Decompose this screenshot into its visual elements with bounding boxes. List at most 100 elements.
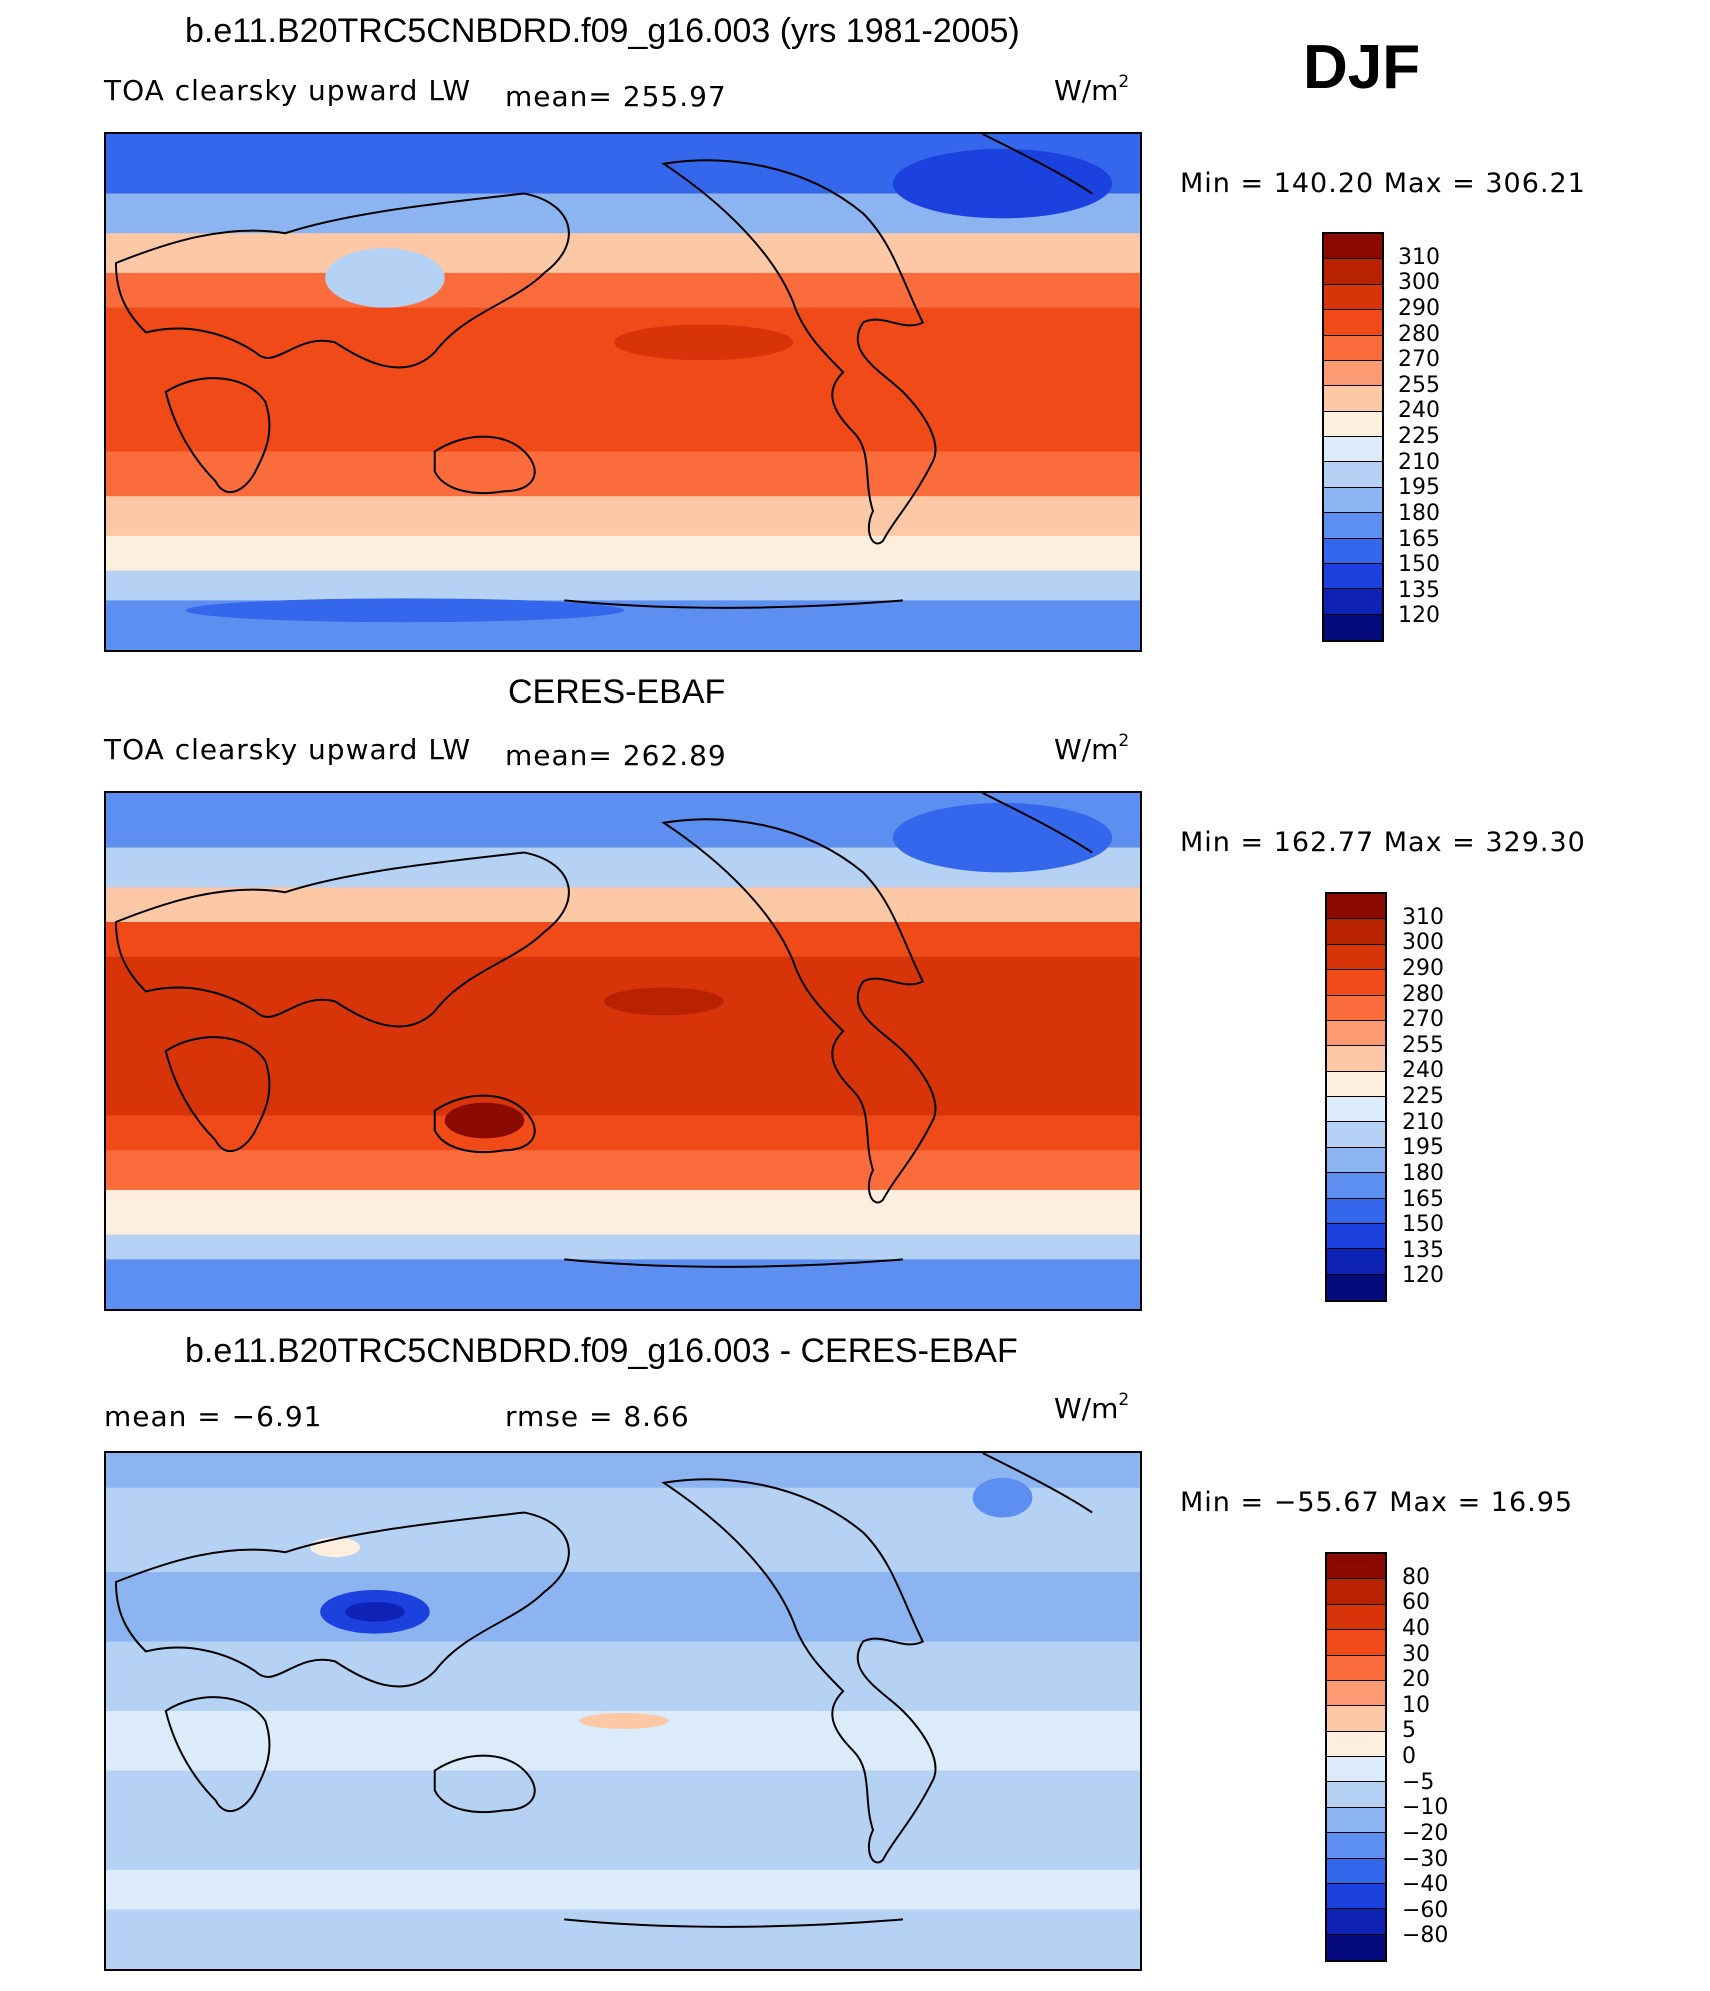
colorbar-swatch xyxy=(1327,995,1385,1021)
colorbar-swatch xyxy=(1324,234,1382,260)
colorbar-tick-label: 210 xyxy=(1402,1109,1444,1135)
colorbar-tick-label: 310 xyxy=(1398,244,1440,270)
colorbar-tick-label: 270 xyxy=(1402,1007,1444,1033)
colorbar-swatch xyxy=(1327,1757,1385,1783)
colorbar-swatch xyxy=(1327,1122,1385,1148)
colorbar-tick-label: −20 xyxy=(1402,1820,1449,1846)
colorbar-swatch xyxy=(1327,1579,1385,1605)
panel-3-colorbar xyxy=(1325,1552,1387,1962)
colorbar-swatch xyxy=(1327,1858,1385,1884)
colorbar-tick-label: 195 xyxy=(1398,475,1440,501)
colorbar-swatch xyxy=(1327,1706,1385,1732)
colorbar-tick-label: 240 xyxy=(1398,398,1440,424)
colorbar-swatch xyxy=(1324,284,1382,311)
colorbar-tick-label: 280 xyxy=(1402,981,1444,1007)
colorbar-tick-label: 80 xyxy=(1402,1564,1430,1590)
colorbar-tick-label: 300 xyxy=(1402,930,1444,956)
colorbar-tick-label: 240 xyxy=(1402,1058,1444,1084)
colorbar-tick-label: 120 xyxy=(1398,603,1440,629)
colorbar-swatch xyxy=(1327,1630,1385,1656)
season-label: DJF xyxy=(1303,33,1421,102)
panel-2-units: W/m2 xyxy=(1054,731,1130,766)
colorbar-tick-label: 290 xyxy=(1398,295,1440,321)
colorbar-swatch xyxy=(1324,563,1382,590)
colorbar-swatch xyxy=(1327,1782,1385,1808)
colorbar-swatch xyxy=(1324,513,1382,539)
panel-1-units: W/m2 xyxy=(1054,72,1130,107)
colorbar-tick-label: 150 xyxy=(1398,552,1440,578)
colorbar-tick-label: 225 xyxy=(1402,1084,1444,1109)
colorbar-swatch xyxy=(1324,589,1382,615)
panel-1-variable-label: TOA clearsky upward LW xyxy=(104,74,472,107)
panel-3-title: b.e11.B20TRC5CNBDRD.f09_g16.003 - CERES-… xyxy=(185,1332,1018,1370)
colorbar-tick-label: 30 xyxy=(1402,1641,1430,1667)
colorbar-tick-label: 165 xyxy=(1398,526,1440,552)
colorbar-swatch xyxy=(1327,970,1385,996)
colorbar-swatch xyxy=(1327,1046,1385,1072)
panel-2-colorbar xyxy=(1325,892,1387,1302)
colorbar-swatch xyxy=(1327,1680,1385,1707)
colorbar-tick-label: −60 xyxy=(1402,1897,1449,1923)
panel-3-minmax: Min = −55.67 Max = 16.95 xyxy=(1180,1487,1574,1518)
colorbar-swatch xyxy=(1327,1731,1385,1757)
colorbar-swatch xyxy=(1327,1097,1385,1123)
colorbar-swatch xyxy=(1324,335,1382,361)
colorbar-swatch xyxy=(1327,1198,1385,1224)
colorbar-tick-label: 180 xyxy=(1398,500,1440,526)
panel-1-minmax: Min = 140.20 Max = 306.21 xyxy=(1180,168,1586,199)
colorbar-swatch xyxy=(1324,538,1382,564)
colorbar-tick-label: 10 xyxy=(1402,1692,1430,1718)
colorbar-swatch xyxy=(1327,1807,1385,1834)
panel-2-title: CERES-EBAF xyxy=(508,673,726,711)
colorbar-tick-label: 0 xyxy=(1402,1744,1416,1769)
colorbar-tick-label: −80 xyxy=(1402,1923,1449,1949)
colorbar-swatch xyxy=(1327,1249,1385,1275)
panel-3-rmse-label: rmse = 8.66 xyxy=(505,1400,690,1433)
colorbar-swatch xyxy=(1327,1833,1385,1859)
colorbar-tick-label: 120 xyxy=(1402,1263,1444,1289)
panel-2-minmax: Min = 162.77 Max = 329.30 xyxy=(1180,827,1586,858)
colorbar-tick-label: 135 xyxy=(1402,1237,1444,1263)
colorbar-swatch xyxy=(1324,360,1382,387)
colorbar-tick-label: −30 xyxy=(1402,1846,1449,1872)
colorbar-swatch xyxy=(1327,1071,1385,1097)
colorbar-swatch xyxy=(1327,1604,1385,1631)
colorbar-tick-label: 225 xyxy=(1398,424,1440,449)
colorbar-tick-label: 150 xyxy=(1402,1212,1444,1238)
colorbar-tick-label: −40 xyxy=(1402,1872,1449,1898)
colorbar-swatch xyxy=(1327,1934,1385,1960)
panel-1-mean-label: mean= 255.97 xyxy=(505,80,727,113)
colorbar-swatch xyxy=(1324,487,1382,514)
colorbar-swatch xyxy=(1327,1909,1385,1935)
colorbar-swatch xyxy=(1327,1274,1385,1300)
colorbar-swatch xyxy=(1327,1147,1385,1174)
panel-3-map xyxy=(104,1451,1142,1971)
colorbar-swatch xyxy=(1327,1223,1385,1250)
panel-2-variable-label: TOA clearsky upward LW xyxy=(104,733,472,766)
colorbar-tick-label: 255 xyxy=(1402,1032,1444,1058)
colorbar-tick-label: 40 xyxy=(1402,1615,1430,1641)
colorbar-tick-label: 180 xyxy=(1402,1160,1444,1186)
colorbar-tick-label: −10 xyxy=(1402,1795,1449,1821)
panel-2-map xyxy=(104,791,1142,1311)
colorbar-tick-label: 5 xyxy=(1402,1718,1416,1744)
colorbar-swatch xyxy=(1324,259,1382,285)
panel-1-map xyxy=(104,132,1142,652)
colorbar-tick-label: 210 xyxy=(1398,449,1440,475)
colorbar-tick-label: 280 xyxy=(1398,321,1440,347)
colorbar-swatch xyxy=(1324,310,1382,336)
colorbar-swatch xyxy=(1327,1883,1385,1910)
colorbar-tick-label: 195 xyxy=(1402,1135,1444,1161)
colorbar-swatch xyxy=(1327,1655,1385,1681)
panel-1-colorbar xyxy=(1322,232,1384,642)
colorbar-tick-label: 310 xyxy=(1402,904,1444,930)
panel-1-title: b.e11.B20TRC5CNBDRD.f09_g16.003 (yrs 198… xyxy=(185,12,1020,50)
colorbar-tick-label: 300 xyxy=(1398,270,1440,296)
colorbar-swatch xyxy=(1327,1173,1385,1199)
colorbar-swatch xyxy=(1327,894,1385,920)
colorbar-tick-label: 290 xyxy=(1402,955,1444,981)
colorbar-swatch xyxy=(1327,944,1385,971)
colorbar-tick-label: 135 xyxy=(1398,577,1440,603)
panel-2-mean-label: mean= 262.89 xyxy=(505,739,727,772)
colorbar-tick-label: 60 xyxy=(1402,1590,1430,1616)
